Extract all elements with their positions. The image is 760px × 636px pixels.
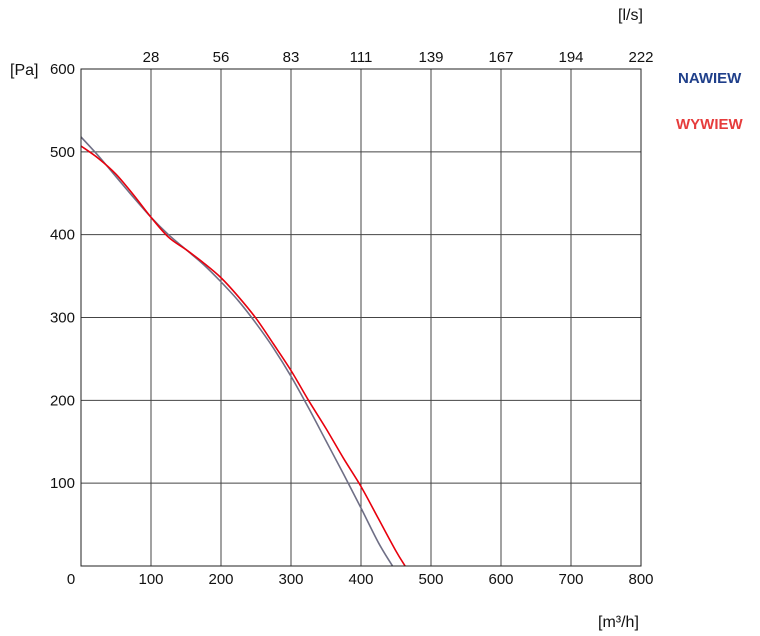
grid bbox=[81, 69, 641, 566]
x-unit-label: [m³/h] bbox=[598, 614, 639, 631]
top-axis-unit-label: [l/s] bbox=[618, 7, 643, 24]
series-line-wywiew bbox=[80, 145, 406, 567]
top-tick-label: 222 bbox=[628, 49, 653, 66]
y-tick-label: 300 bbox=[50, 310, 75, 327]
x-tick-label: 300 bbox=[278, 571, 303, 588]
top-tick-labels: 28 56 83 111 139 167 194 222 bbox=[143, 49, 654, 66]
x-tick-label: 500 bbox=[418, 571, 443, 588]
top-tick-label: 83 bbox=[283, 49, 300, 66]
series-line-nawiew bbox=[80, 136, 394, 567]
y-tick-label: 400 bbox=[50, 227, 75, 244]
x-tick-label: 100 bbox=[138, 571, 163, 588]
top-tick-label: 167 bbox=[488, 49, 513, 66]
top-tick-label: 194 bbox=[558, 49, 583, 66]
y-tick-label: 600 bbox=[50, 61, 75, 78]
x-tick-label: 0 bbox=[67, 571, 75, 588]
x-tick-label: 800 bbox=[628, 571, 653, 588]
y-tick-labels: 100 200 300 400 500 600 bbox=[50, 61, 75, 492]
y-tick-label: 100 bbox=[50, 475, 75, 492]
top-tick-label: 111 bbox=[350, 49, 373, 66]
x-tick-label: 600 bbox=[488, 571, 513, 588]
y-tick-label: 500 bbox=[50, 144, 75, 161]
x-tick-labels: 0 100 200 300 400 500 600 700 800 bbox=[67, 571, 654, 588]
legend-entry-nawiew: NAWIEW bbox=[678, 70, 742, 87]
plot-frame bbox=[80, 68, 642, 567]
x-tick-label: 200 bbox=[208, 571, 233, 588]
legend-entry-wywiew: WYWIEW bbox=[676, 116, 743, 133]
series-lines bbox=[80, 136, 406, 567]
y-unit-label: [Pa] bbox=[10, 62, 38, 79]
top-tick-label: 56 bbox=[213, 49, 230, 66]
y-tick-label: 200 bbox=[50, 392, 75, 409]
x-tick-label: 700 bbox=[558, 571, 583, 588]
x-tick-label: 400 bbox=[348, 571, 373, 588]
top-tick-label: 139 bbox=[418, 49, 443, 66]
top-tick-label: 28 bbox=[143, 49, 160, 66]
